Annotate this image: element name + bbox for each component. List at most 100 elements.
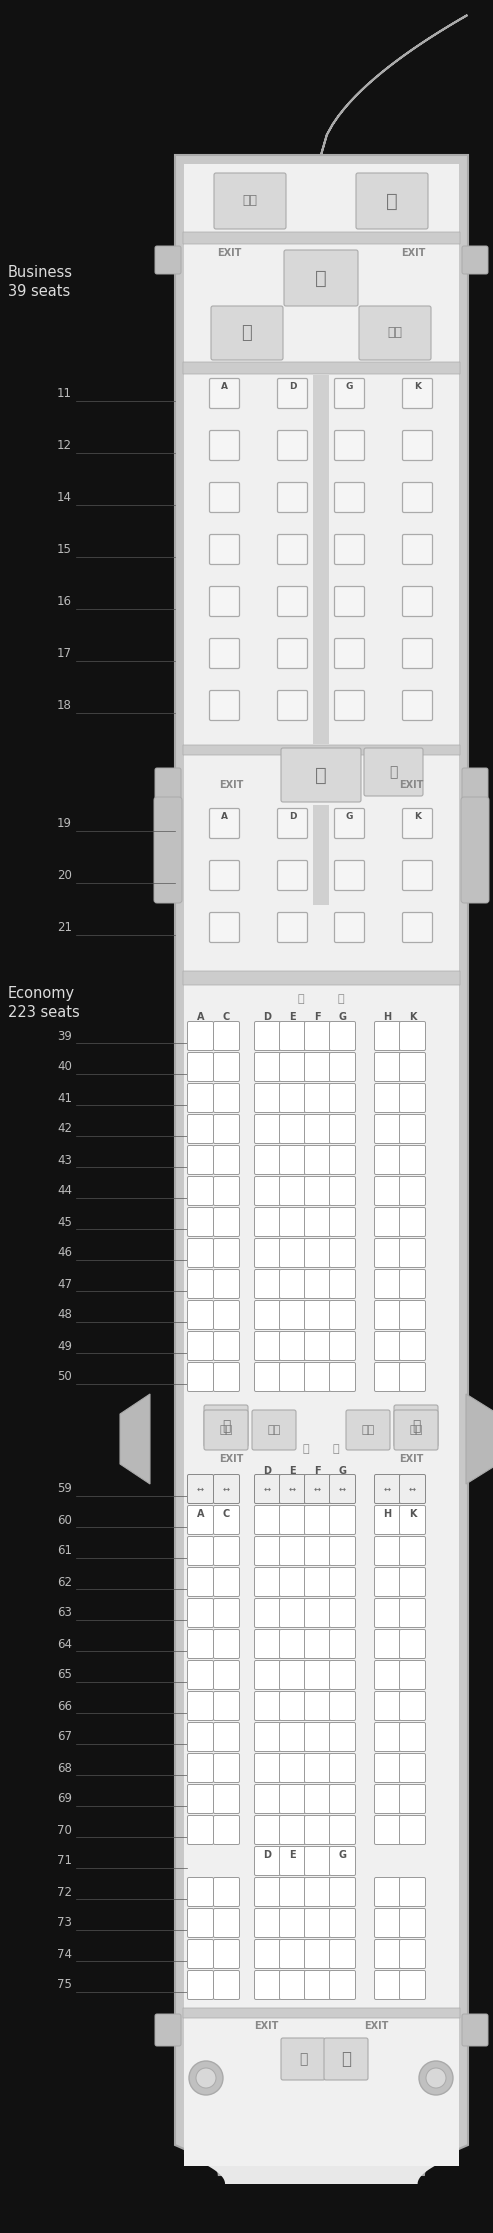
FancyBboxPatch shape xyxy=(278,431,308,460)
FancyBboxPatch shape xyxy=(210,808,240,840)
FancyBboxPatch shape xyxy=(375,1722,400,1751)
Text: 63: 63 xyxy=(57,1606,72,1619)
Text: ⚻⚻: ⚻⚻ xyxy=(219,1425,233,1436)
FancyBboxPatch shape xyxy=(187,1970,213,1999)
FancyBboxPatch shape xyxy=(375,1568,400,1597)
FancyBboxPatch shape xyxy=(329,1505,355,1534)
FancyBboxPatch shape xyxy=(254,1753,281,1782)
FancyBboxPatch shape xyxy=(402,587,432,616)
FancyBboxPatch shape xyxy=(254,1208,281,1237)
Text: D: D xyxy=(263,1849,272,1860)
FancyBboxPatch shape xyxy=(278,690,308,721)
Text: F: F xyxy=(314,1012,321,1023)
FancyBboxPatch shape xyxy=(402,380,432,409)
FancyBboxPatch shape xyxy=(334,587,364,616)
FancyBboxPatch shape xyxy=(399,1474,425,1503)
FancyBboxPatch shape xyxy=(375,1271,400,1300)
Text: 40: 40 xyxy=(57,1061,72,1074)
FancyBboxPatch shape xyxy=(154,797,182,902)
FancyBboxPatch shape xyxy=(254,1878,281,1907)
Text: H: H xyxy=(384,1012,391,1023)
FancyBboxPatch shape xyxy=(329,1208,355,1237)
Text: A: A xyxy=(221,813,228,822)
FancyBboxPatch shape xyxy=(375,1693,400,1719)
FancyBboxPatch shape xyxy=(399,1146,425,1175)
FancyBboxPatch shape xyxy=(183,232,460,243)
FancyBboxPatch shape xyxy=(280,1693,306,1719)
Text: 45: 45 xyxy=(57,1215,72,1228)
FancyBboxPatch shape xyxy=(187,1052,213,1081)
FancyBboxPatch shape xyxy=(214,172,286,230)
Text: 62: 62 xyxy=(57,1576,72,1588)
Text: EXIT: EXIT xyxy=(364,2021,388,2032)
Text: ⚻⚻: ⚻⚻ xyxy=(243,194,257,208)
FancyBboxPatch shape xyxy=(204,1409,248,1449)
FancyBboxPatch shape xyxy=(334,860,364,891)
FancyBboxPatch shape xyxy=(210,639,240,668)
FancyBboxPatch shape xyxy=(210,913,240,942)
Text: ⚻⚻: ⚻⚻ xyxy=(409,1425,423,1436)
FancyBboxPatch shape xyxy=(254,1599,281,1628)
Text: ↔: ↔ xyxy=(197,1485,204,1494)
FancyBboxPatch shape xyxy=(329,1753,355,1782)
FancyBboxPatch shape xyxy=(329,1083,355,1112)
FancyBboxPatch shape xyxy=(334,639,364,668)
FancyBboxPatch shape xyxy=(305,1536,330,1565)
FancyBboxPatch shape xyxy=(213,1020,240,1050)
Text: K: K xyxy=(414,382,421,391)
FancyBboxPatch shape xyxy=(399,1784,425,1813)
FancyBboxPatch shape xyxy=(187,1630,213,1659)
FancyBboxPatch shape xyxy=(334,431,364,460)
Text: 73: 73 xyxy=(57,1916,72,1929)
FancyBboxPatch shape xyxy=(210,587,240,616)
FancyBboxPatch shape xyxy=(375,1208,400,1237)
Text: 74: 74 xyxy=(57,1947,72,1961)
FancyBboxPatch shape xyxy=(364,748,423,795)
FancyBboxPatch shape xyxy=(399,1940,425,1970)
FancyBboxPatch shape xyxy=(254,1784,281,1813)
FancyBboxPatch shape xyxy=(329,1362,355,1391)
Text: E: E xyxy=(289,1012,296,1023)
Circle shape xyxy=(419,2061,453,2095)
FancyBboxPatch shape xyxy=(399,1568,425,1597)
FancyBboxPatch shape xyxy=(280,1362,306,1391)
FancyBboxPatch shape xyxy=(187,1753,213,1782)
FancyBboxPatch shape xyxy=(399,1661,425,1690)
Text: E: E xyxy=(289,1467,296,1476)
Text: ⚻⚻: ⚻⚻ xyxy=(361,1425,375,1436)
FancyBboxPatch shape xyxy=(187,1722,213,1751)
Text: A: A xyxy=(197,1510,204,1518)
FancyBboxPatch shape xyxy=(254,1083,281,1112)
FancyBboxPatch shape xyxy=(254,1940,281,1970)
FancyBboxPatch shape xyxy=(187,1661,213,1690)
FancyBboxPatch shape xyxy=(254,1722,281,1751)
FancyBboxPatch shape xyxy=(280,1239,306,1268)
FancyBboxPatch shape xyxy=(210,860,240,891)
FancyBboxPatch shape xyxy=(402,534,432,565)
FancyBboxPatch shape xyxy=(278,860,308,891)
FancyBboxPatch shape xyxy=(329,1114,355,1143)
FancyBboxPatch shape xyxy=(359,306,431,360)
Text: H: H xyxy=(384,1510,391,1518)
Text: 14: 14 xyxy=(57,491,72,505)
FancyBboxPatch shape xyxy=(254,1271,281,1300)
Text: 44: 44 xyxy=(57,1183,72,1197)
FancyBboxPatch shape xyxy=(210,380,240,409)
FancyBboxPatch shape xyxy=(280,1878,306,1907)
Text: ↔: ↔ xyxy=(409,1485,416,1494)
FancyBboxPatch shape xyxy=(329,1847,355,1876)
FancyBboxPatch shape xyxy=(375,1331,400,1360)
FancyBboxPatch shape xyxy=(402,808,432,840)
FancyBboxPatch shape xyxy=(280,1271,306,1300)
FancyBboxPatch shape xyxy=(305,1177,330,1206)
FancyBboxPatch shape xyxy=(305,1208,330,1237)
Text: 42: 42 xyxy=(57,1123,72,1137)
Text: 19: 19 xyxy=(57,817,72,831)
FancyBboxPatch shape xyxy=(329,1940,355,1970)
FancyBboxPatch shape xyxy=(399,1362,425,1391)
FancyBboxPatch shape xyxy=(399,1271,425,1300)
FancyBboxPatch shape xyxy=(280,1052,306,1081)
FancyBboxPatch shape xyxy=(187,1331,213,1360)
FancyBboxPatch shape xyxy=(329,1815,355,1844)
FancyBboxPatch shape xyxy=(187,1208,213,1237)
